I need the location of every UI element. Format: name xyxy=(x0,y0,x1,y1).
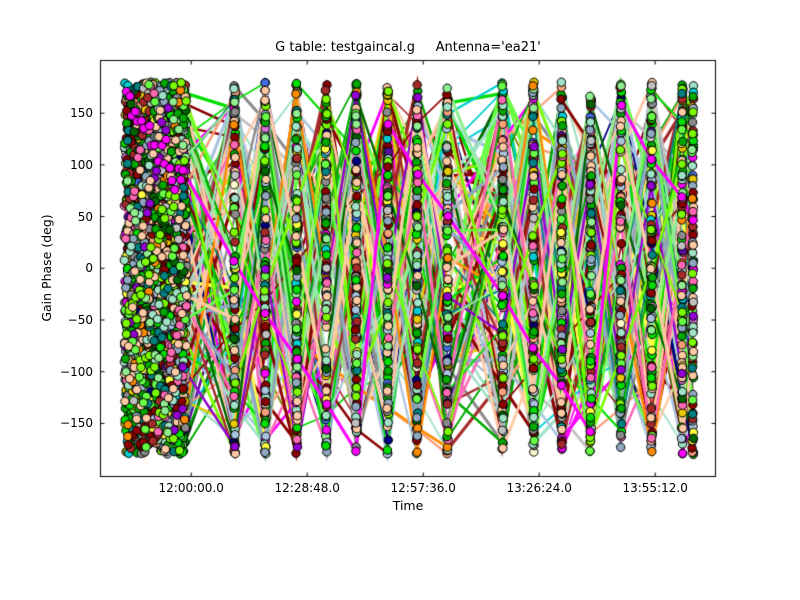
x-tick-label-2: 12:57:36.0 xyxy=(390,481,456,495)
y-tick-label-1: 100 xyxy=(70,157,93,172)
x-axis-label: Time xyxy=(392,498,424,513)
y-tick-label-5: −100 xyxy=(60,364,93,379)
y-tick-label-6: −150 xyxy=(60,416,93,431)
y-tick-label-4: −50 xyxy=(67,313,93,327)
y-tick-label-0: 150 xyxy=(70,106,93,121)
y-tick-label-3: 0 xyxy=(85,261,93,276)
chart-title: G table: testgaincal.g Antenna='ea21' xyxy=(275,40,541,55)
x-tick-label-4: 13:55:12.0 xyxy=(622,481,688,495)
x-tick-label-0: 12:00:00.0 xyxy=(158,481,224,495)
y-tick-label-2: 50 xyxy=(77,209,93,224)
x-tick-label-1: 12:28:48.0 xyxy=(274,481,340,495)
x-tick-label-3: 13:26:24.0 xyxy=(506,481,572,495)
